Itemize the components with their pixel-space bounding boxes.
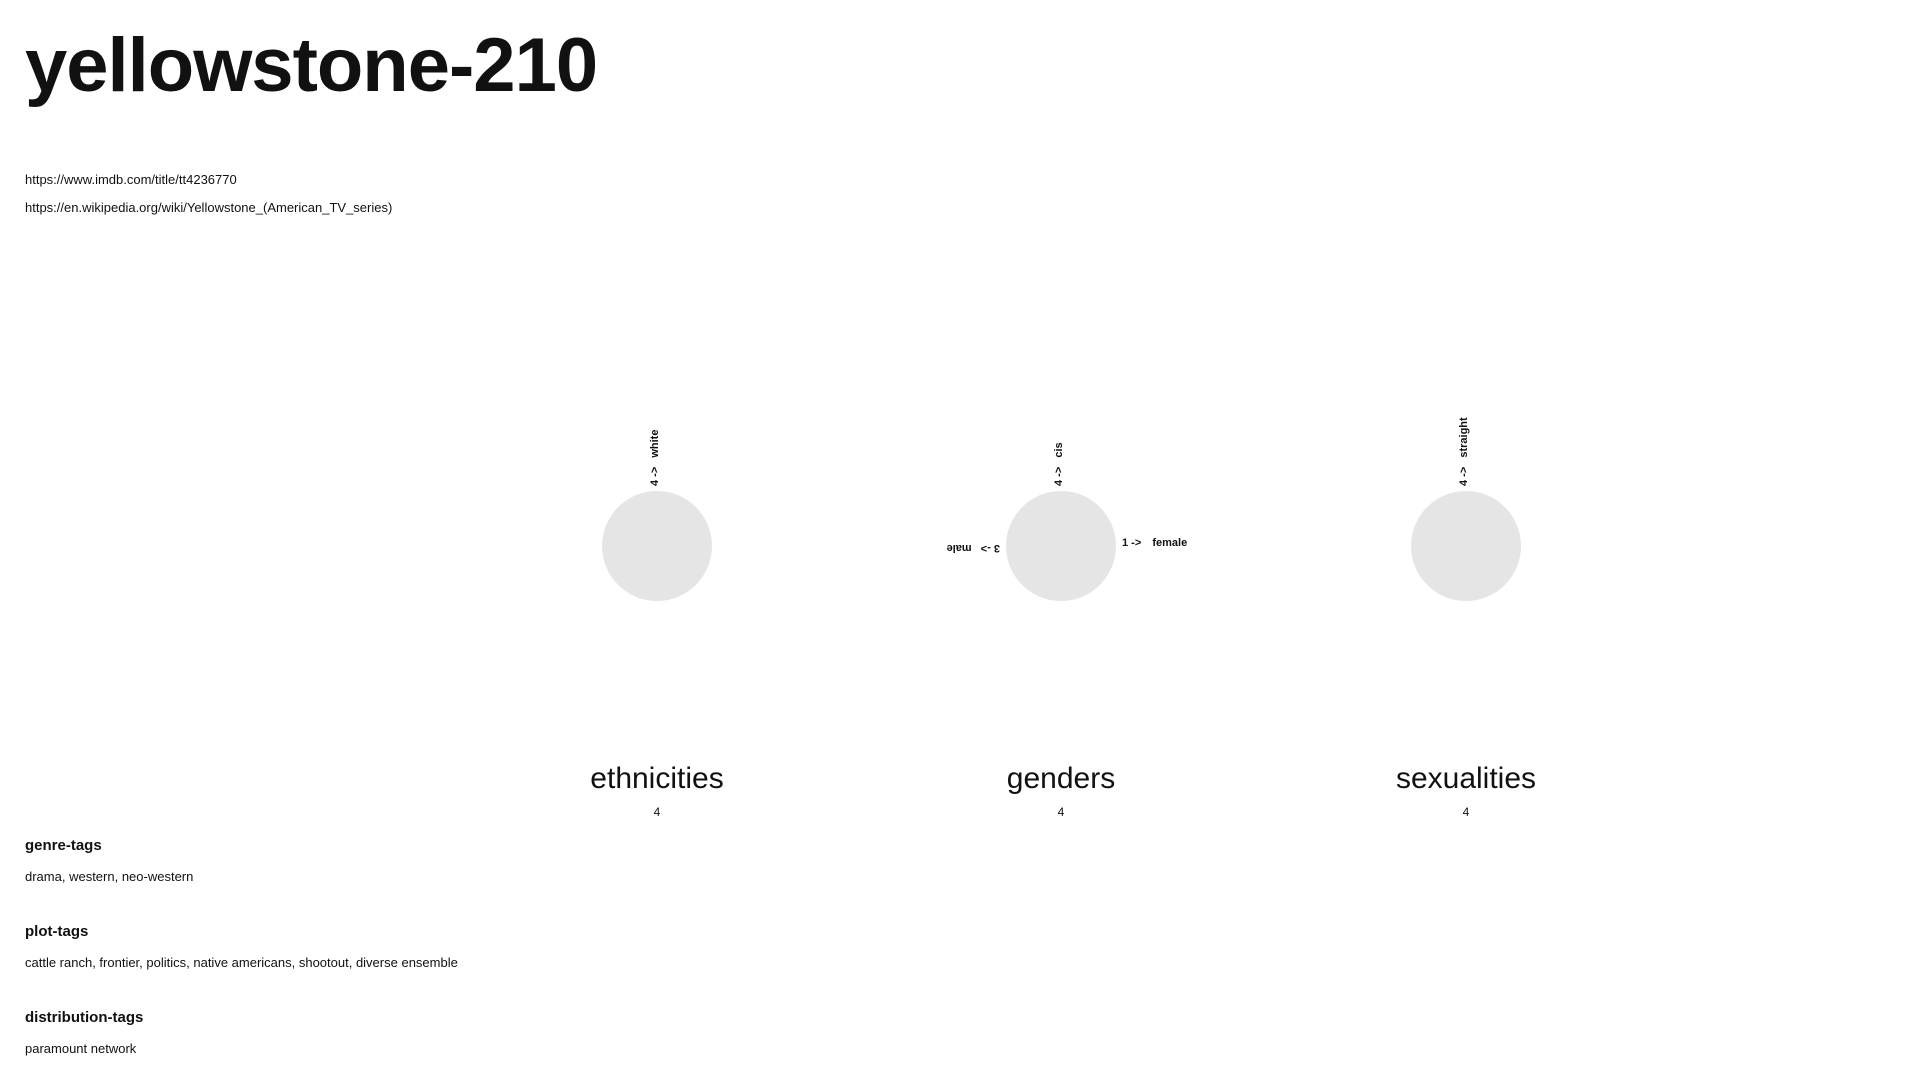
genre-tags-values: drama, western, neo-western bbox=[25, 869, 194, 884]
sexualities-label-straight: 4 -> straight bbox=[1458, 417, 1470, 486]
distribution-tags-values: paramount network bbox=[25, 1041, 137, 1056]
demographic-charts: 4 -> white ethnicities 4 4 -> cis 3 -> m… bbox=[590, 417, 1536, 819]
sexualities-total: 4 bbox=[1463, 805, 1470, 819]
ethnicities-circle bbox=[602, 491, 712, 601]
sexualities-circle bbox=[1411, 491, 1521, 601]
wikipedia-link[interactable]: https://en.wikipedia.org/wiki/Yellowston… bbox=[25, 200, 393, 215]
genders-label-cis: 4 -> cis bbox=[1053, 442, 1065, 486]
sexualities-chart: 4 -> straight sexualities 4 bbox=[1396, 417, 1536, 819]
genders-label-female: 1 -> female bbox=[1122, 537, 1187, 549]
genders-circle bbox=[1006, 491, 1116, 601]
ethnicities-label-white: 4 -> white bbox=[649, 430, 661, 486]
sexualities-title: sexualities bbox=[1396, 762, 1536, 795]
genders-label-male: 3 -> male bbox=[947, 542, 1000, 554]
ethnicities-title: ethnicities bbox=[590, 762, 723, 795]
imdb-link[interactable]: https://www.imdb.com/title/tt4236770 bbox=[25, 172, 237, 187]
ethnicities-chart: 4 -> white ethnicities 4 bbox=[590, 430, 723, 819]
ethnicities-total: 4 bbox=[654, 805, 661, 819]
page-title: yellowstone-210 bbox=[25, 23, 598, 108]
distribution-tags-heading: distribution-tags bbox=[25, 1009, 144, 1026]
genre-tags-heading: genre-tags bbox=[25, 837, 102, 854]
genders-title: genders bbox=[1007, 762, 1115, 795]
plot-tags-values: cattle ranch, frontier, politics, native… bbox=[25, 955, 458, 970]
genders-total: 4 bbox=[1058, 805, 1065, 819]
plot-tags-heading: plot-tags bbox=[25, 923, 89, 940]
genders-chart: 4 -> cis 3 -> male 1 -> female genders 4 bbox=[947, 442, 1188, 819]
